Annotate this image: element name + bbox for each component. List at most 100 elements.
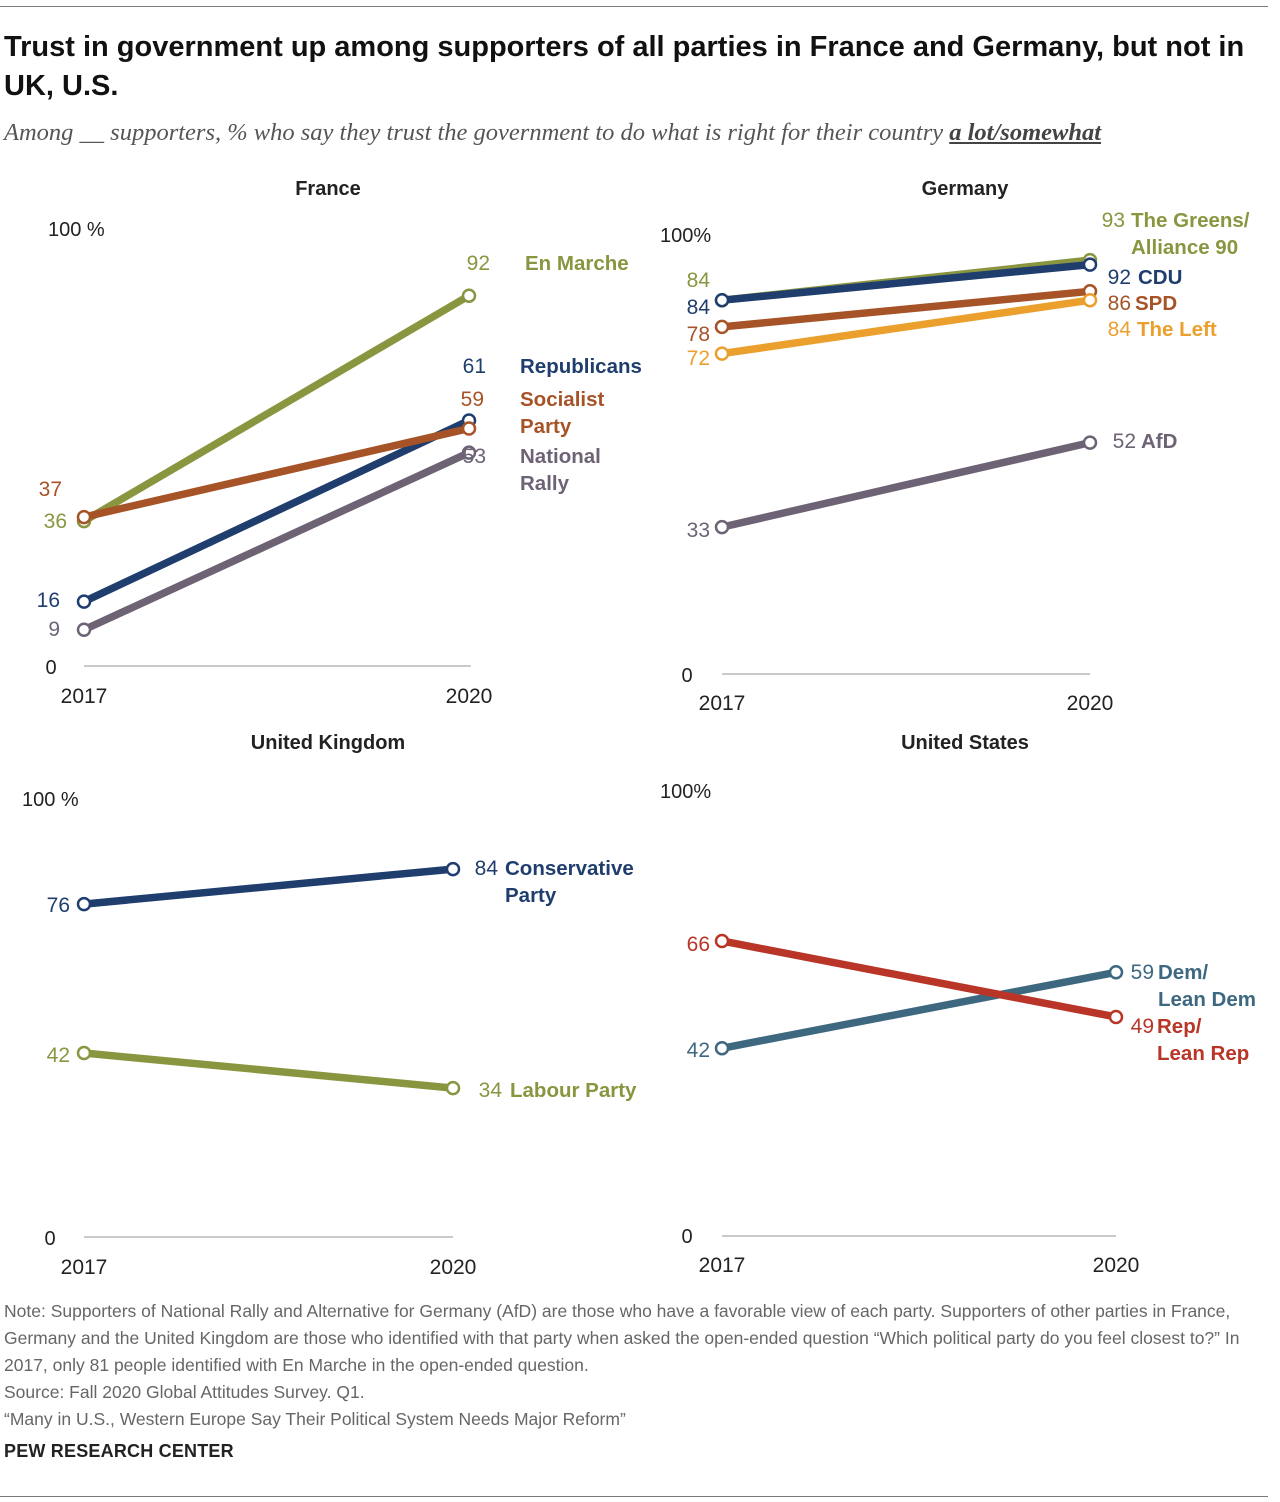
united-states-series-line-dem-lean-dem — [718, 968, 1120, 1053]
france-series-line-socialist-party — [80, 424, 473, 521]
top-rule — [0, 6, 1268, 7]
france-y-tick-bottom: 0 — [45, 657, 56, 679]
germany-value-label-the-greens-alliance-90-2020: 93 — [1102, 209, 1125, 232]
france-series-name-republicans: Republicans — [520, 355, 642, 378]
france-point-national-rally-2017 — [76, 622, 92, 638]
germany-x-tick-2020: 2020 — [1067, 692, 1114, 715]
france-series-line-republicans — [80, 416, 473, 606]
united-kingdom-value-label-conservative-party-2017: 76 — [47, 894, 70, 917]
france-value-label-en-marche-2020: 92 — [467, 252, 490, 275]
united-states-value-label-rep-lean-rep-2017: 66 — [687, 933, 710, 956]
france-series-name-en-marche: En Marche — [525, 252, 629, 275]
france-series-line-en-marche — [80, 291, 473, 525]
france-point-en-marche-2020 — [461, 288, 477, 303]
united-kingdom-x-tick-2017: 2017 — [61, 1256, 108, 1279]
united-states-value-label-dem-lean-dem-2017: 42 — [687, 1039, 710, 1062]
germany-value-label-afd-2017: 33 — [687, 519, 710, 542]
germany-value-label-cdu-2017: 84 — [687, 296, 711, 319]
note-text: Note: Supporters of National Rally and A… — [4, 1301, 1240, 1375]
germany-value-label-cdu-2020: 92 — [1108, 266, 1131, 289]
subtitle-emphasis: a lot/somewhat — [949, 119, 1102, 146]
germany-point-spd-2017 — [714, 319, 730, 335]
france-x-tick-2017: 2017 — [61, 685, 108, 708]
united-states-value-label-rep-lean-rep-2020: 49 — [1131, 1015, 1154, 1038]
united-kingdom-value-label-labour-party-2017: 42 — [47, 1044, 70, 1067]
united-states-point-rep-lean-rep-2020 — [1108, 1009, 1124, 1025]
france-panel-title: France — [295, 178, 361, 200]
germany-series-line-afd — [718, 438, 1094, 531]
united-kingdom-series-name-conservative-party: Conservative Party — [505, 857, 634, 907]
germany-panel-title: Germany — [922, 178, 1010, 200]
germany-y-tick-top: 100% — [660, 225, 711, 247]
united-kingdom-point-labour-party-2020 — [445, 1080, 461, 1096]
germany-point-the-left-2017 — [714, 346, 730, 361]
germany-y-tick-bottom: 0 — [681, 665, 692, 687]
united-kingdom-series-line-labour-party — [80, 1049, 457, 1092]
germany-value-label-spd-2017: 78 — [687, 323, 710, 346]
report-title: “Many in U.S., Western Europe Say Their … — [4, 1409, 626, 1429]
united-kingdom-y-tick-bottom: 0 — [44, 1228, 55, 1250]
france-point-socialist-party-2020 — [461, 421, 477, 436]
united-states-panel-title: United States — [901, 732, 1029, 754]
france-series-name-national-rally: National Rally — [520, 445, 601, 495]
united-kingdom-point-conservative-party-2017 — [76, 896, 92, 912]
france-value-label-republicans-2017: 16 — [37, 589, 60, 612]
france-series-line-national-rally — [80, 448, 473, 634]
united-kingdom-panel-title: United Kingdom — [251, 732, 405, 754]
united-states-point-dem-lean-dem-2020 — [1108, 965, 1124, 980]
germany-point-afd-2020 — [1082, 435, 1098, 450]
germany-x-tick-2017: 2017 — [699, 692, 746, 715]
germany-value-label-spd-2020: 86 — [1108, 292, 1131, 315]
germany-series-name-the-greens-alliance-90: The Greens/Alliance 90 — [1131, 209, 1250, 259]
germany-series-name-the-left: The Left — [1137, 318, 1217, 341]
france-point-national-rally-2020 — [461, 445, 477, 460]
germany-series-name-cdu: CDU — [1138, 266, 1182, 289]
united-kingdom-series-line-conservative-party — [80, 865, 457, 908]
united-states-series-name-dem-lean-dem: Dem/Lean Dem — [1158, 961, 1256, 1011]
bottom-rule — [0, 1496, 1268, 1497]
germany-series-line-spd — [718, 287, 1094, 331]
source-text: Source: Fall 2020 Global Attitudes Surve… — [4, 1382, 365, 1402]
france-value-label-national-rally-2017: 9 — [48, 618, 60, 641]
germany-value-label-the-greens-alliance-90-2017: 84 — [687, 269, 711, 292]
united-states-point-rep-lean-rep-2017 — [714, 933, 730, 949]
germany-point-cdu-2020 — [1082, 257, 1098, 272]
united-kingdom-value-label-conservative-party-2020: 84 — [475, 857, 499, 880]
germany-point-cdu-2017 — [714, 292, 730, 308]
germany-point-the-left-2020 — [1082, 292, 1098, 308]
france-point-socialist-party-2017 — [76, 509, 92, 525]
germany-series-name-afd: AfD — [1141, 430, 1177, 453]
germany-value-label-the-left-2017: 72 — [687, 347, 710, 370]
united-kingdom-point-labour-party-2017 — [76, 1045, 92, 1061]
germany-value-label-afd-2020: 52 — [1113, 430, 1136, 453]
brand-logo-text: PEW RESEARCH CENTER — [4, 1441, 234, 1461]
germany-series-line-the-left — [718, 296, 1094, 358]
united-states-series-line-rep-lean-rep — [718, 937, 1120, 1021]
chart-subtitle: Among __ supporters, % who say they trus… — [4, 119, 1274, 147]
united-kingdom-point-conservative-party-2020 — [445, 861, 461, 877]
chart-title: Trust in government up among supporters … — [4, 31, 1245, 102]
france-series-name-socialist-party: Socialist Party — [520, 388, 604, 438]
united-kingdom-x-tick-2020: 2020 — [430, 1256, 477, 1279]
united-kingdom-y-tick-top: 100 % — [22, 789, 79, 811]
united-states-point-dem-lean-dem-2017 — [714, 1041, 730, 1056]
united-states-y-tick-bottom: 0 — [681, 1226, 692, 1248]
france-point-republicans-2017 — [76, 594, 92, 609]
france-y-tick-top: 100 % — [48, 219, 105, 241]
france-value-label-socialist-party-2020: 59 — [461, 388, 484, 411]
france-value-label-socialist-party-2017: 37 — [39, 478, 62, 501]
subtitle-lead: Among __ supporters, % who say they trus… — [4, 119, 950, 146]
united-kingdom-series-name-labour-party: Labour Party — [510, 1079, 637, 1102]
united-states-x-tick-2017: 2017 — [699, 1254, 746, 1277]
united-states-x-tick-2020: 2020 — [1093, 1254, 1140, 1277]
france-value-label-en-marche-2017: 36 — [44, 510, 67, 533]
germany-series-line-cdu — [718, 260, 1094, 304]
notes-block: Note: Supporters of National Rally and A… — [4, 1298, 1274, 1433]
germany-point-afd-2017 — [714, 519, 730, 535]
france-value-label-national-rally-2020: 53 — [463, 445, 486, 468]
france-value-label-republicans-2020: 61 — [463, 355, 486, 378]
united-kingdom-value-label-labour-party-2020: 34 — [479, 1079, 503, 1102]
germany-value-label-the-left-2020: 84 — [1108, 318, 1132, 341]
united-states-value-label-dem-lean-dem-2020: 59 — [1131, 961, 1154, 984]
